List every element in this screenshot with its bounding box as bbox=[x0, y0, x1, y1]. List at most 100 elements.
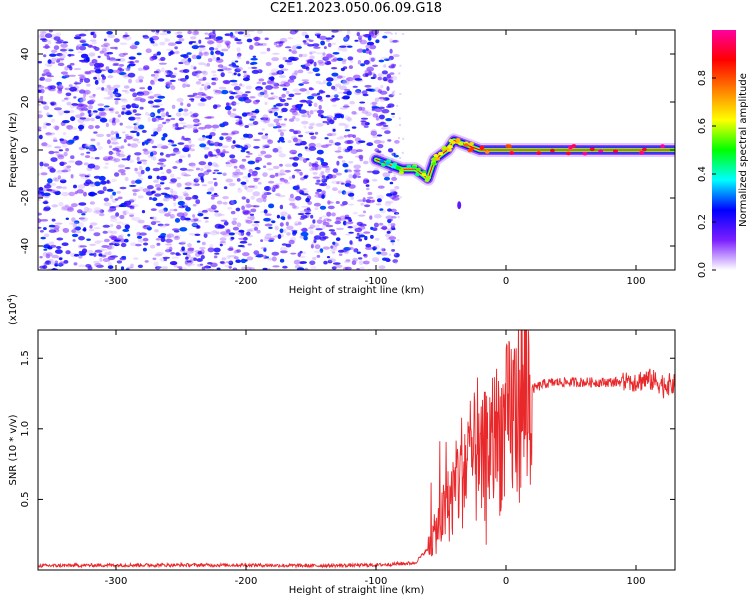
noise-speckle bbox=[296, 267, 305, 270]
noise-speckle bbox=[155, 30, 160, 33]
noise-speckle bbox=[52, 177, 58, 182]
noise-speckle bbox=[97, 107, 106, 112]
noise-speckle bbox=[132, 192, 137, 196]
noise-speckle bbox=[101, 87, 105, 91]
noise-speckle bbox=[245, 203, 252, 209]
noise-speckle bbox=[393, 238, 396, 241]
noise-speckle bbox=[119, 214, 125, 220]
signal-blob bbox=[385, 161, 391, 166]
noise-speckle bbox=[325, 37, 333, 40]
noise-speckle bbox=[177, 200, 186, 206]
noise-speckle bbox=[160, 171, 165, 175]
noise-speckle bbox=[316, 219, 323, 225]
noise-speckle bbox=[247, 243, 252, 246]
noise-speckle bbox=[82, 250, 87, 256]
signal-blob bbox=[639, 151, 644, 155]
noise-speckle bbox=[378, 114, 385, 120]
noise-speckle bbox=[122, 172, 126, 175]
noise-speckle bbox=[240, 137, 247, 140]
noise-speckle bbox=[204, 116, 212, 119]
noise-speckle bbox=[151, 117, 157, 122]
noise-speckle bbox=[167, 211, 172, 214]
noise-speckle bbox=[301, 188, 306, 192]
noise-speckle bbox=[73, 184, 77, 189]
noise-speckle bbox=[309, 260, 316, 266]
noise-speckle bbox=[264, 143, 270, 147]
noise-speckle bbox=[292, 162, 299, 167]
noise-speckle bbox=[93, 227, 101, 230]
noise-speckle bbox=[40, 35, 46, 39]
noise-speckle bbox=[211, 162, 218, 167]
noise-speckle bbox=[233, 251, 237, 254]
noise-speckle bbox=[309, 52, 313, 55]
noise-speckle bbox=[127, 233, 131, 237]
noise-speckle bbox=[171, 261, 177, 265]
noise-speckle bbox=[199, 246, 206, 250]
noise-speckle bbox=[64, 204, 69, 208]
noise-speckle bbox=[174, 67, 178, 70]
noise-speckle bbox=[149, 216, 154, 220]
noise-speckle bbox=[230, 236, 235, 240]
noise-speckle bbox=[103, 87, 112, 92]
noise-speckle bbox=[56, 246, 62, 249]
noise-speckle bbox=[315, 143, 322, 148]
noise-speckle bbox=[136, 116, 141, 122]
noise-speckle bbox=[255, 255, 262, 258]
noise-speckle bbox=[362, 210, 367, 214]
noise-speckle bbox=[263, 192, 272, 195]
noise-speckle bbox=[38, 114, 43, 119]
noise-speckle bbox=[122, 228, 130, 232]
noise-speckle bbox=[61, 169, 69, 173]
noise-speckle bbox=[339, 45, 347, 48]
noise-speckle bbox=[195, 167, 201, 171]
noise-speckle bbox=[387, 208, 392, 212]
noise-speckle bbox=[176, 34, 183, 39]
noise-speckle bbox=[63, 110, 71, 114]
noise-speckle bbox=[279, 163, 283, 167]
noise-speckle bbox=[211, 204, 217, 210]
noise-speckle bbox=[163, 196, 170, 202]
noise-speckle bbox=[129, 198, 137, 202]
noise-speckle bbox=[313, 102, 318, 108]
noise-speckle bbox=[238, 237, 246, 240]
noise-speckle bbox=[308, 87, 313, 91]
noise-speckle bbox=[77, 97, 84, 103]
noise-speckle bbox=[223, 186, 228, 190]
noise-speckle bbox=[314, 33, 321, 37]
noise-speckle bbox=[128, 63, 136, 67]
noise-speckle bbox=[193, 218, 199, 222]
noise-speckle bbox=[384, 31, 392, 34]
noise-speckle bbox=[385, 233, 390, 238]
noise-speckle bbox=[210, 230, 218, 236]
noise-speckle bbox=[348, 65, 353, 69]
y-tick-label: 1.5 bbox=[20, 350, 31, 366]
noise-speckle bbox=[260, 119, 265, 123]
noise-speckle bbox=[124, 224, 130, 230]
noise-speckle bbox=[269, 174, 276, 179]
noise-speckle bbox=[373, 167, 379, 172]
noise-speckle bbox=[329, 249, 338, 252]
noise-speckle bbox=[335, 237, 341, 242]
noise-speckle bbox=[199, 52, 203, 57]
heatmap bbox=[38, 30, 675, 270]
noise-speckle bbox=[319, 35, 327, 41]
x-tick-label: 100 bbox=[626, 276, 645, 287]
noise-speckle bbox=[353, 248, 359, 253]
noise-speckle bbox=[79, 97, 87, 102]
noise-speckle bbox=[105, 66, 110, 71]
noise-speckle bbox=[384, 201, 392, 207]
noise-speckle bbox=[203, 85, 209, 91]
noise-speckle bbox=[241, 158, 247, 162]
noise-speckle bbox=[369, 56, 376, 62]
noise-speckle bbox=[332, 168, 339, 173]
noise-speckle bbox=[193, 119, 199, 123]
noise-speckle bbox=[38, 103, 42, 106]
noise-speckle bbox=[391, 249, 396, 252]
noise-speckle bbox=[299, 88, 307, 92]
noise-speckle bbox=[289, 202, 296, 206]
noise-speckle bbox=[92, 93, 96, 97]
y-tick-label: 0.5 bbox=[20, 491, 31, 507]
noise-speckle bbox=[88, 105, 93, 110]
noise-speckle bbox=[393, 174, 396, 177]
noise-speckle bbox=[56, 39, 64, 43]
